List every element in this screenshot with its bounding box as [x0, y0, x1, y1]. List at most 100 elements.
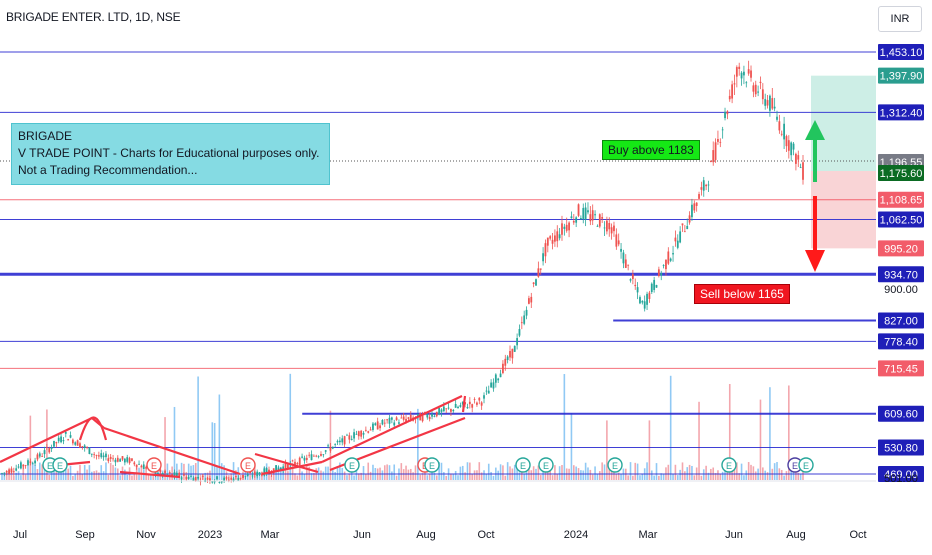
earnings-marker[interactable]: E	[344, 457, 360, 473]
candle	[31, 463, 34, 465]
candle	[360, 430, 363, 437]
volume-bar	[610, 464, 613, 480]
candle	[312, 455, 315, 457]
candle	[343, 436, 346, 445]
price-label-bg	[878, 333, 924, 350]
candle	[171, 474, 174, 476]
candle	[235, 476, 237, 477]
candle	[556, 231, 559, 242]
volume-bar	[95, 470, 98, 480]
earnings-marker[interactable]: E	[424, 457, 440, 473]
volume-bar	[627, 475, 629, 480]
volume-bar	[530, 470, 533, 480]
candle	[298, 457, 301, 466]
volume-bar	[287, 471, 289, 480]
candle	[157, 472, 159, 474]
candle	[102, 455, 105, 458]
price-scale-tick: 900.00	[884, 284, 918, 296]
volume-bar	[171, 466, 173, 480]
candle	[209, 478, 211, 482]
candle	[17, 466, 20, 468]
candle	[71, 439, 74, 444]
candle	[36, 454, 39, 460]
candle	[502, 363, 504, 374]
candle	[220, 480, 223, 483]
candle	[483, 395, 485, 399]
candle	[119, 459, 122, 462]
volume-bar	[421, 473, 424, 480]
volume-bar	[284, 463, 287, 480]
volume-bar	[516, 465, 518, 480]
volume-bar	[83, 464, 86, 480]
candle	[1, 473, 3, 474]
candle	[263, 468, 266, 476]
earnings-marker[interactable]: E	[146, 457, 162, 473]
info-line: Not a Trading Recommendation...	[18, 163, 198, 177]
volume-bar	[53, 463, 55, 480]
candle	[636, 287, 639, 293]
candle	[572, 221, 575, 223]
price-label-text: 995.20	[884, 243, 918, 255]
volume-bar	[140, 465, 143, 480]
volume-bar	[206, 472, 209, 480]
volume-bar	[280, 466, 282, 480]
volume-bar	[86, 469, 88, 480]
earnings-marker[interactable]: E	[607, 457, 623, 473]
volume-bar	[693, 475, 696, 480]
x-tick-label: Nov	[136, 529, 156, 541]
pattern-line	[254, 452, 319, 474]
candle	[242, 475, 244, 478]
volume-bar	[461, 465, 464, 480]
candle	[116, 457, 119, 462]
currency-button[interactable]: INR	[878, 6, 922, 32]
volume-bar	[105, 462, 107, 480]
volume-bar	[620, 474, 622, 480]
volume-bar	[476, 470, 478, 480]
earnings-marker[interactable]: E	[721, 457, 737, 473]
volume-bar	[74, 473, 77, 480]
symbol-title: BRIGADE ENTER. LTD, 1D, NSE	[6, 10, 181, 24]
candle	[766, 100, 769, 106]
volume-bar	[738, 473, 741, 480]
candle	[648, 292, 651, 299]
candle	[785, 136, 788, 147]
volume-bar	[346, 475, 348, 480]
candle	[693, 203, 696, 211]
candle	[416, 413, 419, 416]
volume-bar	[582, 470, 585, 480]
volume-bar	[327, 466, 329, 480]
candle	[769, 95, 771, 111]
volume-bar	[759, 399, 762, 480]
candle	[211, 480, 214, 483]
candle	[357, 431, 360, 437]
candle	[50, 447, 53, 449]
candle	[161, 473, 164, 476]
volume-bar	[591, 474, 594, 480]
earnings-marker[interactable]: E	[538, 457, 554, 473]
candle	[400, 417, 403, 419]
candle	[497, 378, 500, 381]
earnings-marker[interactable]: E	[515, 457, 531, 473]
volume-bar	[402, 469, 405, 480]
candle	[750, 70, 752, 78]
price-scale-tick: 501.00	[884, 473, 918, 485]
candle	[738, 66, 741, 69]
volume-bar	[357, 473, 360, 480]
volume-bar	[764, 470, 766, 480]
volume-bar	[662, 474, 665, 480]
price-label-bg	[878, 211, 924, 228]
volume-bar	[419, 474, 422, 480]
earnings-marker[interactable]: E	[798, 457, 814, 473]
earnings-marker[interactable]: E	[52, 457, 68, 473]
candle	[386, 419, 389, 421]
candle	[246, 474, 249, 477]
volume-bar	[554, 465, 556, 480]
volume-bar	[223, 465, 225, 480]
volume-bar	[131, 475, 133, 480]
x-tick-label: 2024	[564, 529, 588, 541]
volume-bar	[27, 465, 29, 480]
candle	[379, 425, 381, 429]
earnings-marker[interactable]: E	[240, 457, 256, 473]
